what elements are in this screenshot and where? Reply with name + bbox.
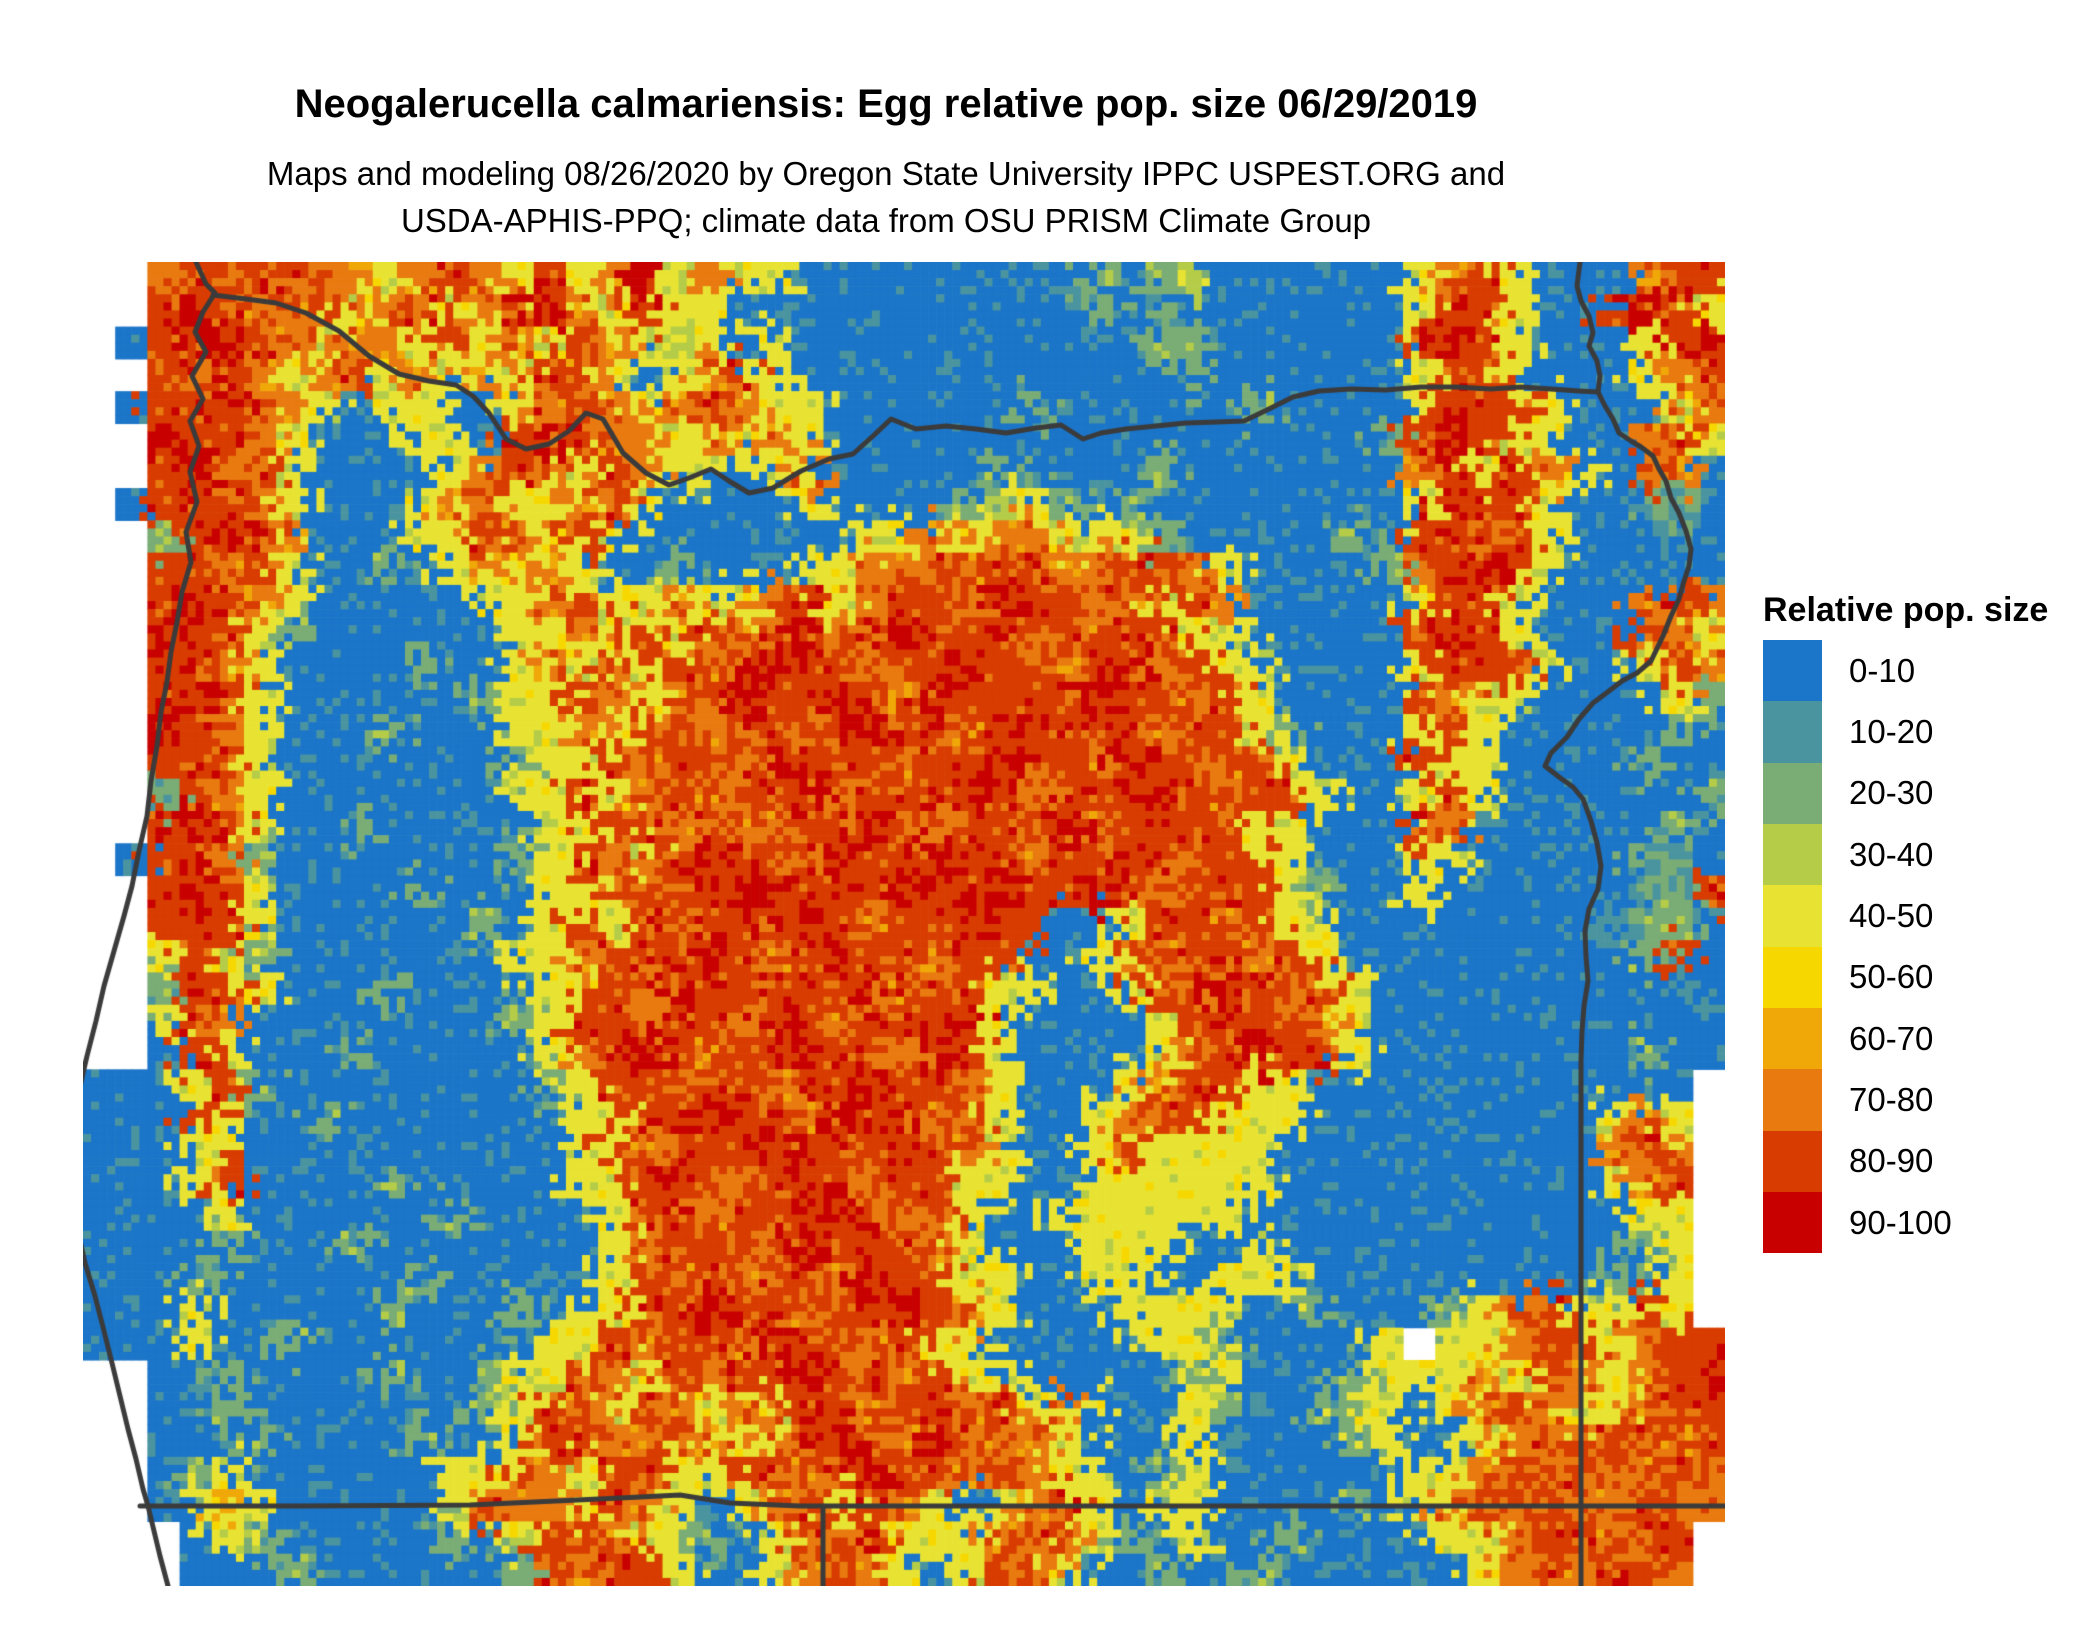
legend-swatch bbox=[1763, 885, 1822, 947]
figure-subtitle-line2: USDA-APHIS-PPQ; climate data from OSU PR… bbox=[400, 202, 1372, 239]
legend-label: 40-50 bbox=[1849, 897, 1934, 935]
title-block: Neogalerucella calmariensis: Egg relativ… bbox=[0, 82, 1772, 249]
legend-item: 80-90 bbox=[1763, 1130, 2048, 1193]
legend-title: Relative pop. size bbox=[1763, 591, 2049, 629]
legend-label: 80-90 bbox=[1849, 1142, 1934, 1180]
legend-swatch bbox=[1763, 701, 1822, 763]
legend-label: 90-100 bbox=[1849, 1203, 1952, 1241]
legend-item: 10-20 bbox=[1763, 701, 2048, 763]
legend-swatch bbox=[1763, 762, 1822, 825]
legend-item: 90-100 bbox=[1763, 1192, 2048, 1254]
legend-label: 20-30 bbox=[1849, 774, 1934, 812]
legend-item: 40-50 bbox=[1763, 885, 2048, 947]
legend-swatch bbox=[1763, 1130, 1822, 1193]
legend-item: 20-30 bbox=[1763, 762, 2048, 825]
legend-item: 70-80 bbox=[1763, 1069, 2048, 1131]
legend-label: 60-70 bbox=[1849, 1019, 1934, 1057]
legend-items: 0-10 10-20 20-30 30-40 40-50 50-60 60-70 70-80 8… bbox=[1763, 640, 2048, 1254]
legend-swatch bbox=[1763, 640, 1822, 702]
legend-swatch bbox=[1763, 946, 1822, 1009]
legend-item: 60-70 bbox=[1763, 1008, 2048, 1070]
legend-label: 0-10 bbox=[1849, 651, 1916, 689]
legend-item: 30-40 bbox=[1763, 824, 2048, 886]
legend-label: 30-40 bbox=[1849, 835, 1934, 873]
figure-title: Neogalerucella calmariensis: Egg relativ… bbox=[294, 82, 1478, 126]
figure-subtitle-line1: Maps and modeling 08/26/2020 by Oregon S… bbox=[266, 155, 1506, 192]
legend-swatch bbox=[1763, 824, 1822, 886]
legend-swatch bbox=[1763, 1008, 1822, 1070]
legend-item: 50-60 bbox=[1763, 946, 2048, 1009]
legend-swatch bbox=[1763, 1192, 1822, 1254]
legend: Relative pop. size 0-10 10-20 20-30 30-40 40… bbox=[1763, 591, 2049, 1254]
map-raster bbox=[83, 262, 1725, 1586]
legend-item: 0-10 bbox=[1763, 640, 2048, 702]
legend-label: 70-80 bbox=[1849, 1081, 1934, 1119]
legend-swatch bbox=[1763, 1069, 1822, 1131]
legend-label: 50-60 bbox=[1849, 958, 1934, 996]
legend-label: 10-20 bbox=[1849, 713, 1934, 751]
